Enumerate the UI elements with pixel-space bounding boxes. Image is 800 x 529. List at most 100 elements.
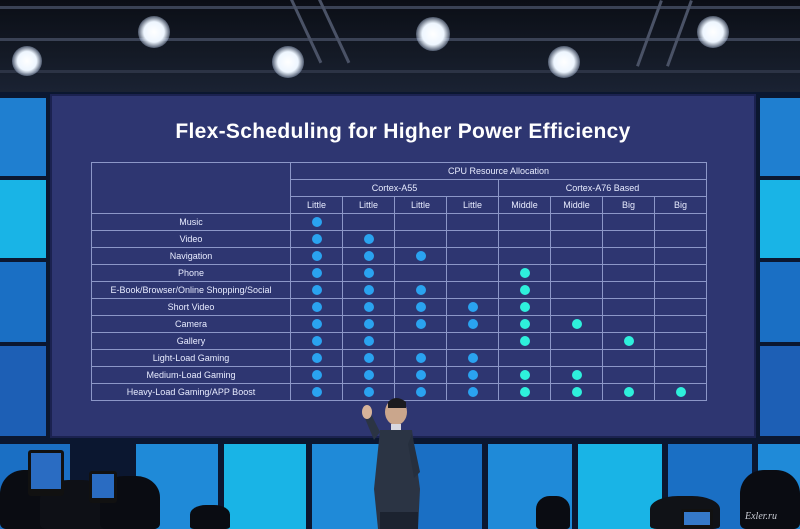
- allocation-cell: [550, 298, 603, 316]
- little-core-active-dot: [311, 217, 322, 228]
- led-panel: [0, 346, 46, 436]
- allocation-cell: [602, 247, 655, 265]
- truss-beam-top: [0, 6, 800, 9]
- table-row: Medium-Load Gaming: [91, 366, 707, 384]
- allocation-cell: [446, 332, 499, 350]
- allocation-cell: [342, 213, 395, 231]
- allocation-cell: [342, 230, 395, 248]
- truss-diagonal-right: [636, 0, 663, 67]
- allocation-cell: [654, 366, 707, 384]
- allocation-cell: [342, 315, 395, 333]
- allocation-cell: [446, 366, 499, 384]
- allocation-cell: [550, 349, 603, 367]
- little-core-active-dot: [311, 353, 322, 364]
- core-type-header: Middle: [498, 196, 551, 214]
- presenter: [362, 398, 420, 529]
- little-core-active-dot: [363, 353, 374, 364]
- little-core-active-dot: [311, 302, 322, 313]
- allocation-cell: [290, 315, 343, 333]
- allocation-cell: [290, 383, 343, 401]
- little-core-active-dot: [311, 319, 322, 330]
- header-row: CPU Resource Allocation: [91, 162, 707, 214]
- little-core-active-dot: [415, 251, 426, 262]
- allocation-cell: [654, 281, 707, 299]
- truss-diagonal-right-2: [666, 0, 693, 67]
- stage-light: [12, 46, 42, 76]
- allocation-cell: [550, 264, 603, 282]
- allocation-cell: [290, 247, 343, 265]
- allocation-cell: [550, 247, 603, 265]
- allocation-cell: [602, 213, 655, 231]
- table-row: Video: [91, 230, 707, 248]
- scenario-label: Light-Load Gaming: [91, 349, 291, 367]
- little-core-active-dot: [415, 319, 426, 330]
- table-row: Short Video: [91, 298, 707, 316]
- little-core-active-dot: [311, 285, 322, 296]
- allocation-cell: [394, 366, 447, 384]
- allocation-cell: [498, 332, 551, 350]
- slide-title: Flex-Scheduling for Higher Power Efficie…: [175, 120, 631, 143]
- led-panel: [760, 346, 800, 436]
- allocation-cell: [394, 349, 447, 367]
- little-core-active-dot: [415, 285, 426, 296]
- little-core-active-dot: [311, 387, 322, 398]
- little-core-active-dot: [415, 370, 426, 381]
- allocation-cell: [446, 383, 499, 401]
- allocation-cell: [654, 264, 707, 282]
- allocation-cell: [290, 298, 343, 316]
- led-panel: [760, 262, 800, 342]
- allocation-cell: [602, 230, 655, 248]
- little-core-active-dot: [311, 370, 322, 381]
- core-type-header: Big: [602, 196, 655, 214]
- stage-truss: [0, 0, 800, 92]
- table-row: Phone: [91, 264, 707, 282]
- allocation-cell: [290, 332, 343, 350]
- big-core-active-dot: [519, 319, 530, 330]
- allocation-cell: [342, 332, 395, 350]
- big-core-active-dot: [519, 370, 530, 381]
- resource-allocation-header: CPU Resource Allocation: [290, 162, 707, 180]
- table-row: Light-Load Gaming: [91, 349, 707, 367]
- led-panel: [0, 180, 46, 258]
- cpu-allocation-table: CPU Resource Allocation Cortex-A55 Cortex-…: [91, 162, 707, 401]
- truss-diagonal-left-2: [318, 0, 351, 64]
- little-core-active-dot: [363, 336, 374, 347]
- big-core-active-dot: [571, 370, 582, 381]
- core-type-header: Big: [654, 196, 707, 214]
- scenario-label: Phone: [91, 264, 291, 282]
- big-core-active-dot: [571, 319, 582, 330]
- table-row: Navigation: [91, 247, 707, 265]
- led-panel: [0, 98, 46, 176]
- core-group-header: Cortex-A55: [290, 179, 499, 197]
- truss-beam-bottom: [0, 70, 800, 73]
- scenario-label: Camera: [91, 315, 291, 333]
- little-core-active-dot: [311, 234, 322, 245]
- allocation-cell: [498, 281, 551, 299]
- core-group-header: Cortex-A76 Based: [498, 179, 707, 197]
- scenario-label: Heavy-Load Gaming/APP Boost: [91, 383, 291, 401]
- allocation-cell: [290, 264, 343, 282]
- allocation-cell: [394, 213, 447, 231]
- little-core-active-dot: [415, 353, 426, 364]
- scenario-label: Gallery: [91, 332, 291, 350]
- table-row: E-Book/Browser/Online Shopping/Social: [91, 281, 707, 299]
- big-core-active-dot: [623, 336, 634, 347]
- phone-camera: [681, 509, 713, 528]
- allocation-cell: [342, 298, 395, 316]
- scenario-label: Video: [91, 230, 291, 248]
- allocation-cell: [342, 349, 395, 367]
- allocation-cell: [602, 315, 655, 333]
- allocation-cell: [290, 366, 343, 384]
- allocation-cell: [290, 349, 343, 367]
- big-core-active-dot: [519, 268, 530, 279]
- allocation-cell: [498, 315, 551, 333]
- little-core-active-dot: [415, 387, 426, 398]
- allocation-cell: [550, 315, 603, 333]
- stage-light: [548, 46, 580, 78]
- allocation-cell: [654, 247, 707, 265]
- allocation-cell: [602, 366, 655, 384]
- table-row: Gallery: [91, 332, 707, 350]
- audience-member: [190, 505, 230, 529]
- allocation-cell: [498, 247, 551, 265]
- table-row: Camera: [91, 315, 707, 333]
